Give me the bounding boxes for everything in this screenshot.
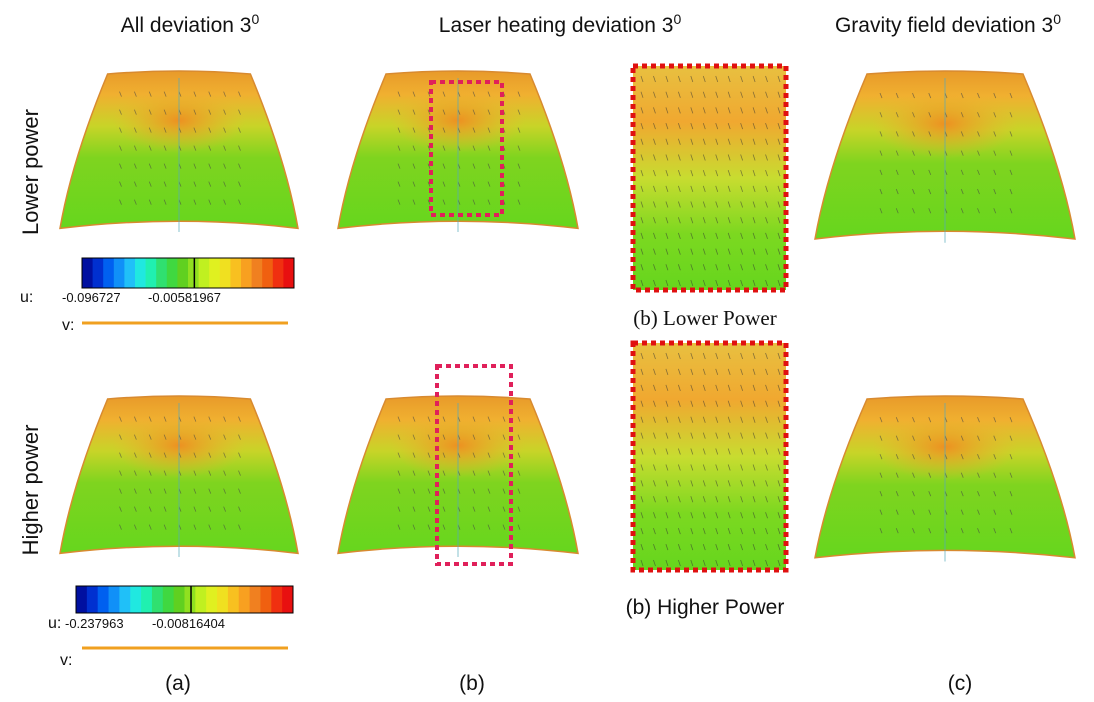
- colorbar-cell: [87, 586, 98, 613]
- colorbar-cell: [163, 586, 174, 613]
- mid-label: -0.00581967: [148, 290, 221, 305]
- colorbar-cell: [241, 258, 252, 288]
- title-text: All deviation 3: [121, 14, 252, 37]
- colorbar-cell: [152, 586, 163, 613]
- colorbar-cell: [135, 258, 146, 288]
- v-label: v:: [60, 652, 72, 669]
- zoom-caption: (b) Lower Power: [633, 306, 776, 330]
- colorbar-cell: [146, 258, 157, 288]
- colorbar-cell: [130, 586, 141, 613]
- colorbar-cell: [82, 258, 93, 288]
- colorbar-cell: [252, 258, 263, 288]
- colorbar-cell: [282, 586, 293, 613]
- min-label: -0.237963: [65, 616, 124, 631]
- superscript: 0: [251, 11, 259, 27]
- superscript: 0: [673, 11, 681, 27]
- colorbar-cell: [217, 586, 228, 613]
- u-text: u:: [20, 289, 33, 306]
- min-label: -0.096727: [62, 290, 121, 305]
- colorbar-cell: [199, 258, 210, 288]
- zoom-caption: (b) Higher Power: [626, 596, 785, 619]
- colorbar-cell: [206, 586, 217, 613]
- colorbar-cell: [228, 586, 239, 613]
- u-label: u:: [20, 289, 33, 306]
- colorbar-cell: [239, 586, 250, 613]
- colorbar-cell: [141, 586, 152, 613]
- zoom-panel: [633, 343, 786, 570]
- u-label: u:: [48, 615, 61, 632]
- fields: [60, 66, 1075, 570]
- superscript: 0: [1053, 11, 1061, 27]
- row-label: Lower power: [18, 109, 43, 235]
- colorbar-cell: [119, 586, 130, 613]
- colorbar-cell: [262, 258, 273, 288]
- colorbar-cell: [195, 586, 206, 613]
- colorbar-cell: [103, 258, 114, 288]
- column-title: Laser heating deviation 30: [439, 11, 682, 37]
- v-label: v:: [62, 317, 74, 334]
- zoom-panel: [633, 66, 786, 290]
- colorbar-cell: [98, 586, 109, 613]
- column-title: Gravity field deviation 30: [835, 11, 1061, 37]
- panel-label: (b): [459, 672, 485, 695]
- colorbar-cell: [220, 258, 231, 288]
- colorbar-cell: [177, 258, 188, 288]
- colorbar-cell: [109, 586, 120, 613]
- colorbar-cell: [188, 258, 199, 288]
- colorbar-cell: [167, 258, 178, 288]
- colorbar-cell: [260, 586, 271, 613]
- figure: All deviation 30 Laser heating deviation…: [0, 0, 1094, 702]
- colorbar-cell: [156, 258, 167, 288]
- panel-label: (a): [165, 672, 191, 695]
- colorbar-cell: [93, 258, 104, 288]
- column-title: All deviation 30: [121, 11, 260, 37]
- panel-label: (c): [948, 672, 973, 695]
- colorbar-cell: [114, 258, 125, 288]
- row-label: Higher power: [18, 425, 43, 556]
- title-text: Gravity field deviation 3: [835, 14, 1053, 37]
- colorbar-cell: [230, 258, 241, 288]
- colorbar-cell: [76, 586, 87, 613]
- colorbar-cell: [283, 258, 294, 288]
- title-text: Laser heating deviation 3: [439, 14, 674, 37]
- colorbar-cell: [273, 258, 284, 288]
- colorbar-cell: [185, 586, 196, 613]
- colorbar-cell: [250, 586, 261, 613]
- colorbar-cell: [271, 586, 282, 613]
- mid-label: -0.00816404: [152, 616, 225, 631]
- colorbar-cell: [124, 258, 135, 288]
- colorbar-cell: [174, 586, 185, 613]
- colorbar-cell: [209, 258, 220, 288]
